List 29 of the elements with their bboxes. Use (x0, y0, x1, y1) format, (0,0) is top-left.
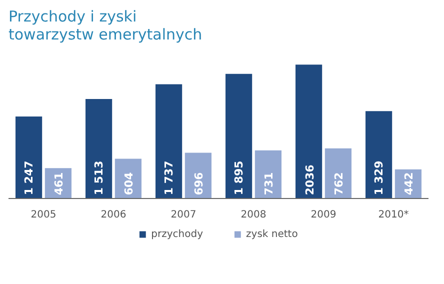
bar (366, 111, 392, 198)
x-tick-label: 2008 (240, 210, 266, 220)
bar (156, 84, 182, 198)
data-label: 461 (52, 172, 66, 196)
data-label: 1 895 (232, 160, 246, 196)
data-label: 1 513 (92, 160, 106, 196)
bar (324, 148, 352, 198)
legend-label: przychody (151, 228, 204, 240)
data-label: 604 (122, 172, 136, 196)
x-tick-label: 2009 (310, 210, 336, 220)
bar (16, 116, 42, 198)
x-tick-label: 2006 (100, 210, 126, 220)
chart-title: Przychody i zyski towarzystw emerytalnych (8, 8, 202, 44)
data-label: 1 247 (22, 160, 36, 196)
x-tick-label: 2010* (378, 210, 409, 220)
data-label: 762 (332, 172, 346, 196)
x-tick-label: 2005 (30, 210, 56, 220)
legend-label: zysk netto (246, 228, 298, 240)
data-label: 696 (192, 172, 206, 196)
x-tick-label: 2007 (170, 210, 196, 220)
bar (86, 98, 112, 198)
data-label: 1 329 (372, 160, 386, 196)
data-label: 1 737 (162, 160, 176, 196)
bar (296, 64, 322, 198)
data-label: 442 (402, 172, 416, 196)
bar (254, 150, 282, 198)
data-label: 731 (262, 172, 276, 196)
data-label: 2036 (303, 164, 316, 196)
bar (226, 74, 252, 198)
